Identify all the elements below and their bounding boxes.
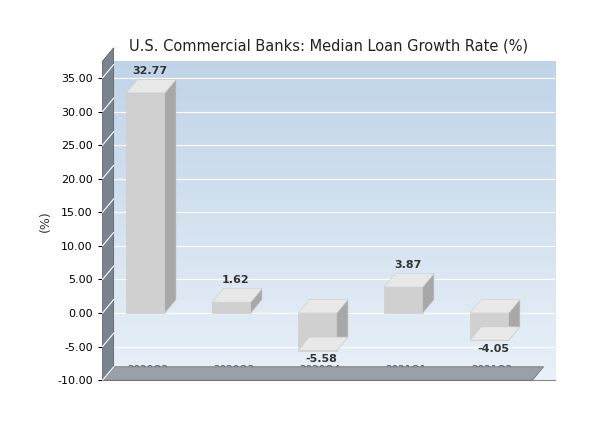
Polygon shape [126, 80, 176, 93]
Polygon shape [470, 327, 520, 340]
Polygon shape [298, 313, 337, 350]
Polygon shape [384, 287, 423, 313]
Polygon shape [298, 337, 348, 350]
Polygon shape [251, 289, 262, 313]
Polygon shape [212, 289, 262, 302]
Polygon shape [423, 274, 434, 313]
Text: 2020Q3: 2020Q3 [213, 365, 254, 375]
Text: 2021Q2: 2021Q2 [472, 365, 513, 375]
Polygon shape [103, 48, 114, 380]
Polygon shape [337, 300, 348, 350]
Text: 2020Q2: 2020Q2 [127, 365, 169, 375]
Polygon shape [298, 300, 348, 313]
Polygon shape [126, 93, 165, 313]
Text: 2020Q4: 2020Q4 [300, 365, 341, 375]
Text: -4.05: -4.05 [478, 344, 510, 354]
Polygon shape [470, 300, 520, 313]
Text: 2021Q1: 2021Q1 [385, 365, 427, 375]
Polygon shape [103, 367, 543, 380]
Text: 3.87: 3.87 [394, 260, 421, 270]
Polygon shape [165, 80, 176, 313]
Text: 32.77: 32.77 [132, 66, 168, 76]
Polygon shape [509, 300, 520, 340]
Title: U.S. Commercial Banks: Median Loan Growth Rate (%): U.S. Commercial Banks: Median Loan Growt… [129, 38, 528, 53]
Text: 1.62: 1.62 [222, 275, 250, 285]
Polygon shape [470, 313, 509, 340]
Polygon shape [212, 302, 251, 313]
Polygon shape [384, 274, 434, 287]
Text: -5.58: -5.58 [306, 354, 338, 364]
Y-axis label: (%): (%) [39, 210, 52, 232]
